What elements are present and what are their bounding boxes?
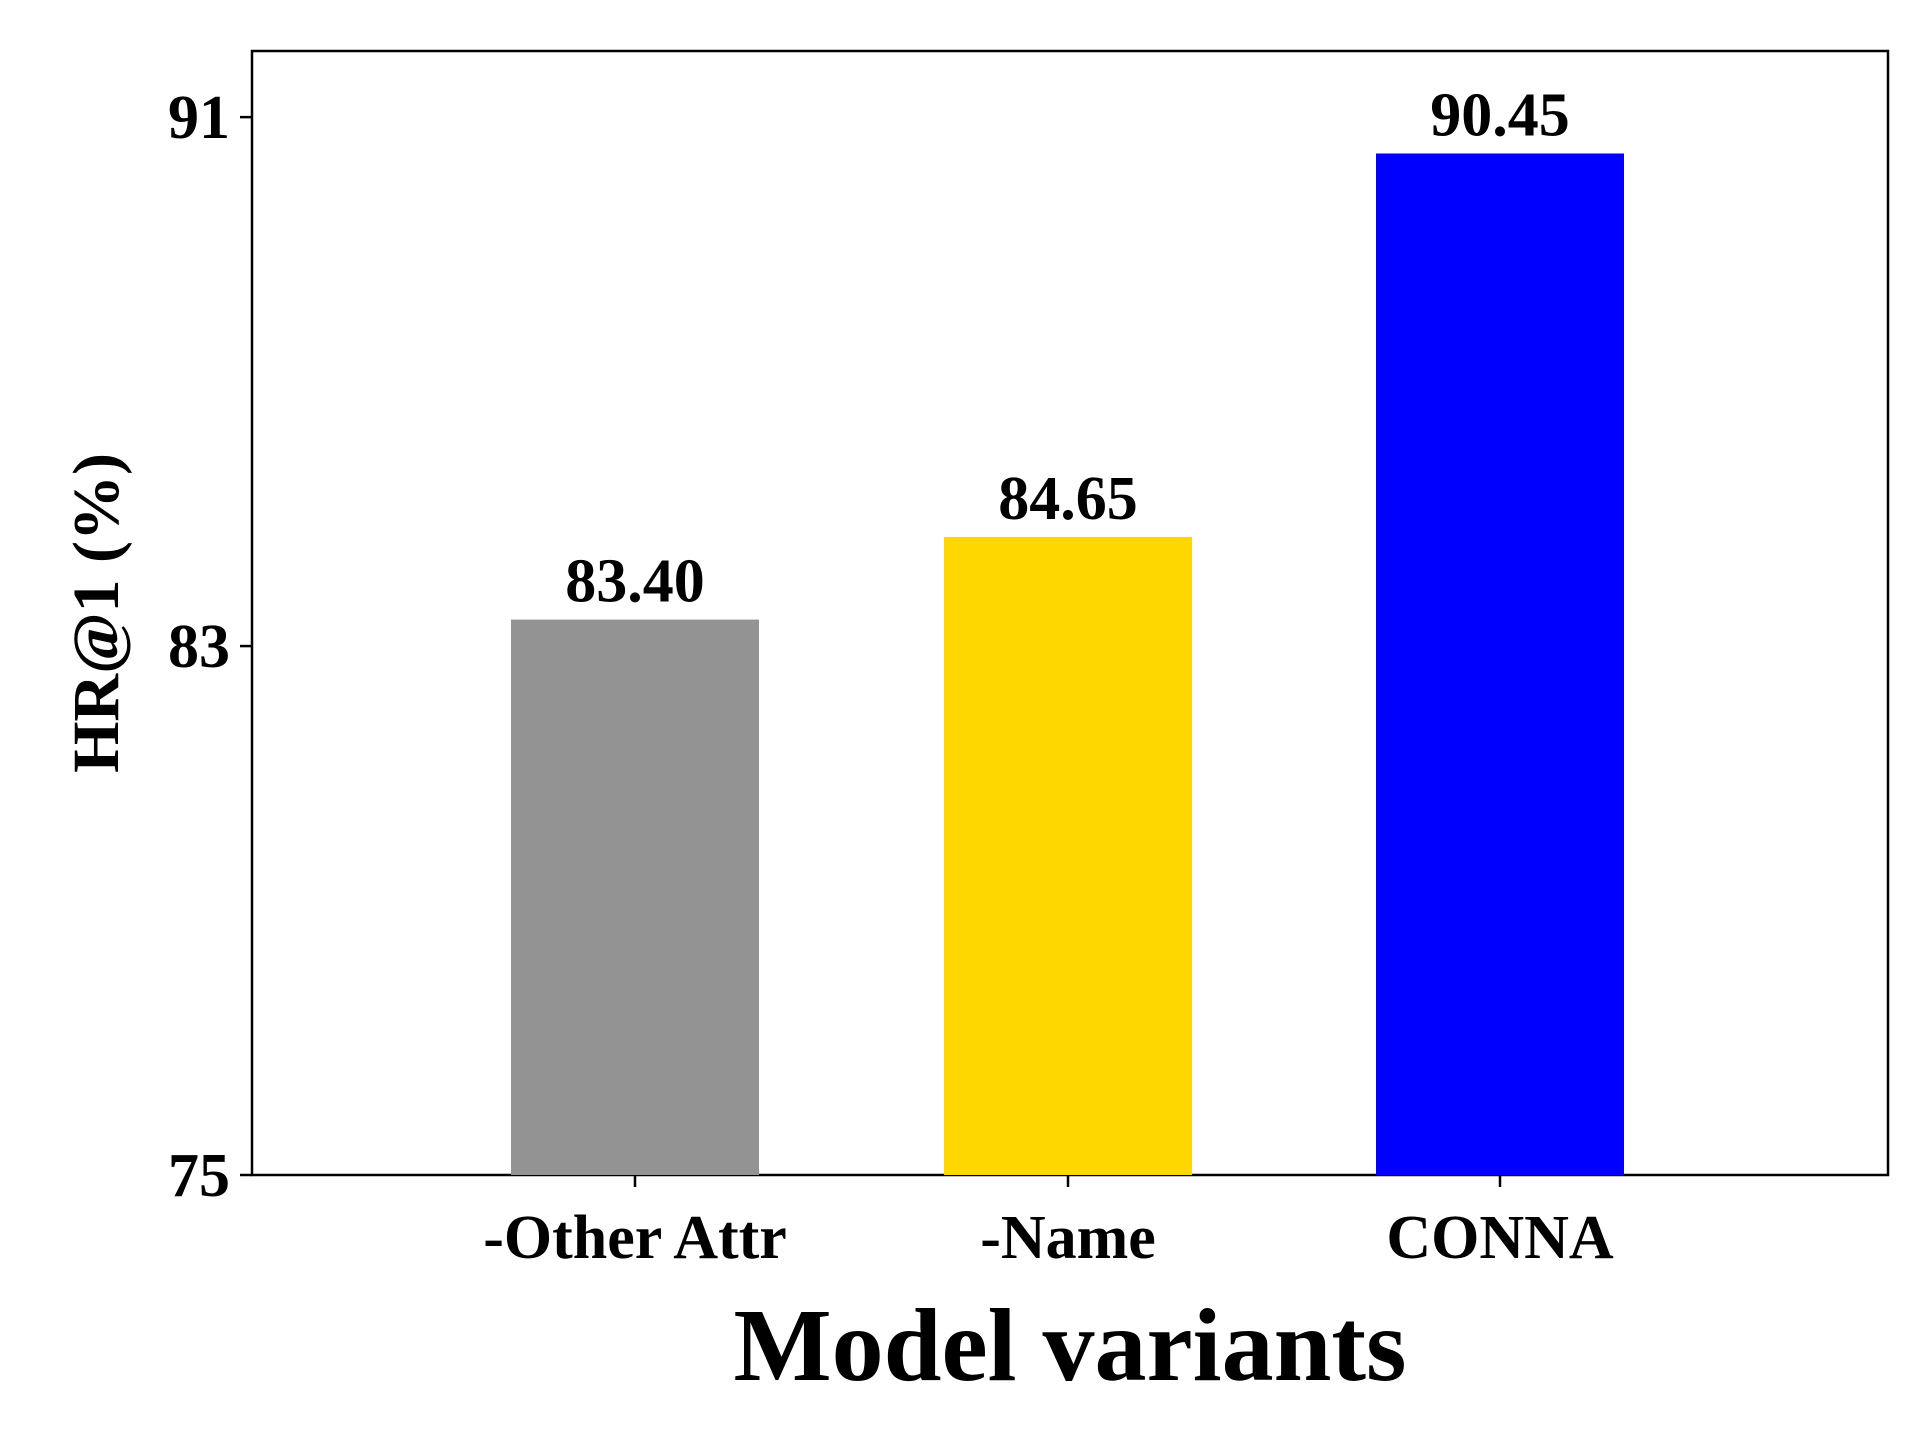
y-tick-label-3: 91 [168, 84, 230, 152]
value-label-1: 83.40 [565, 548, 705, 616]
value-label-2: 84.65 [998, 465, 1138, 533]
bar-3 [1376, 153, 1624, 1175]
bar-2 [944, 536, 1192, 1175]
x-tick-label-3: CONNA [1386, 1204, 1614, 1272]
y-axis-ticks: 75 83 91 [168, 84, 252, 1210]
value-label-3: 90.45 [1430, 81, 1570, 149]
x-axis-ticks: -Other Attr -Name CONNA [483, 1175, 1614, 1272]
x-tick-label-2: -Name [980, 1204, 1156, 1272]
bars [511, 153, 1624, 1175]
y-axis-label: HR@1 (%) [60, 453, 133, 773]
x-tick-label-1: -Other Attr [483, 1204, 787, 1272]
value-labels: 83.40 84.65 90.45 [565, 81, 1570, 615]
y-tick-label-1: 75 [168, 1142, 230, 1210]
bar-1 [511, 619, 759, 1175]
x-axis-label: Model variants [733, 1288, 1406, 1403]
y-tick-label-2: 83 [168, 613, 230, 681]
